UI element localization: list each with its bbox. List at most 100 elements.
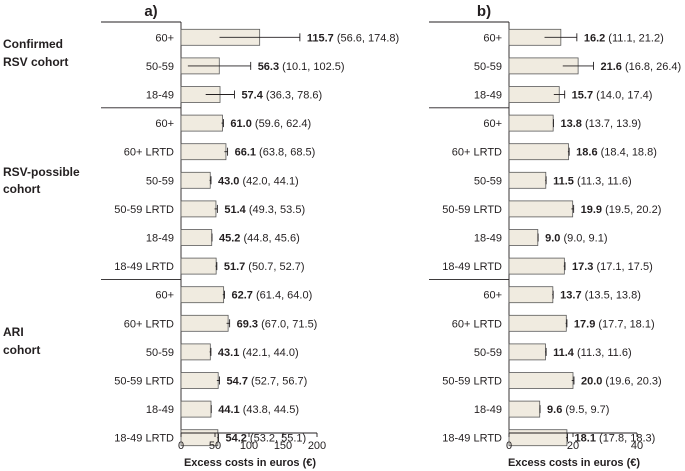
bar [508, 286, 554, 304]
x-tick-label: 150 [274, 440, 292, 452]
data-label-value: 18.1 [575, 433, 596, 445]
data-label-value: 13.8 [560, 118, 581, 130]
data-label-value: 15.7 [572, 90, 593, 102]
data-label-value: 69.3 [237, 318, 258, 330]
data-label: 44.1 (43.8, 44.5) [218, 404, 299, 416]
data-label-value: 43.1 [218, 347, 239, 359]
data-label: 51.7 (50.7, 52.7) [224, 261, 305, 273]
data-label-ci: (52.7, 56.7) [248, 376, 307, 388]
data-label: 17.3 (17.1, 17.5) [572, 261, 653, 273]
x-tick-label: 0 [506, 440, 512, 452]
category-label: 60+ LRTD [124, 318, 174, 330]
data-label-value: 9.0 [545, 233, 560, 245]
data-label-value: 13.7 [560, 290, 581, 302]
data-label-value: 62.7 [232, 290, 253, 302]
category-label: 50-59 LRTD [442, 204, 502, 216]
data-label: 69.3 (67.0, 71.5) [237, 318, 318, 330]
bar [508, 143, 569, 161]
x-axis-title: Excess costs in euros (€) [508, 457, 640, 469]
cohort-label: RSV-possible cohort [3, 165, 80, 196]
data-label-ci: (14.0, 17.4) [593, 90, 652, 102]
cohort-label: Confirmed RSV cohort [3, 37, 68, 69]
bar [180, 257, 217, 275]
data-label-ci: (44.8, 45.6) [240, 233, 299, 245]
category-label: 50-59 LRTD [442, 376, 502, 388]
data-label: 62.7 (61.4, 64.0) [232, 290, 313, 302]
data-label-ci: (9.0, 9.1) [560, 233, 607, 245]
data-label-value: 44.1 [218, 404, 239, 416]
data-label-value: 17.3 [572, 261, 593, 273]
data-label-value: 21.6 [600, 61, 621, 73]
data-label: 51.4 (49.3, 53.5) [224, 204, 305, 216]
cohort-labels: Confirmed RSV cohort RSV-possible cohort ARI… [3, 37, 80, 357]
data-label-ci: (17.8, 18.3) [596, 433, 655, 445]
data-label-value: 51.4 [224, 204, 246, 216]
bar [508, 114, 554, 132]
data-label-ci: (19.6, 20.3) [602, 376, 661, 388]
data-label-ci: (63.8, 68.5) [256, 147, 315, 159]
data-label-value: 54.7 [227, 376, 248, 388]
category-label: 18-49 [146, 90, 174, 102]
data-label: 13.8 (13.7, 13.9) [560, 118, 641, 130]
data-label-ci: (42.0, 44.1) [239, 175, 298, 187]
cohort-label-line: RSV cohort [3, 55, 68, 69]
bar [508, 343, 546, 361]
category-label: 50-59 [474, 61, 502, 73]
data-label: 16.2 (11.1, 21.2) [584, 32, 664, 44]
bar [180, 143, 227, 161]
x-tick-label: 100 [240, 440, 258, 452]
data-label-ci: (13.5, 13.8) [582, 290, 641, 302]
bar [508, 429, 568, 447]
x-tick-label: 0 [178, 440, 184, 452]
category-label: 18-49 [474, 90, 502, 102]
cohort-label-line: cohort [3, 343, 40, 357]
bar [508, 171, 547, 189]
category-label: 50-59 [146, 347, 174, 359]
category-label: 60+ [155, 118, 174, 130]
bar [180, 171, 211, 189]
cohort-label: ARI cohort [3, 325, 40, 357]
data-label: 54.2 (53.2, 55.1) [225, 433, 306, 445]
data-label-value: 57.4 [241, 90, 263, 102]
bar [180, 400, 212, 418]
bar [508, 257, 565, 275]
panel-a-chart: a) 60+ 115.7 (56.6, 174.8) 50-59 56.3 (10.1,… [101, 3, 399, 469]
category-label: 18-49 [146, 404, 174, 416]
data-label-ci: (50.7, 52.7) [245, 261, 304, 273]
bar [508, 400, 541, 418]
cohort-label-line: ARI [3, 325, 24, 339]
data-label-ci: (9.5, 9.7) [562, 404, 609, 416]
category-label: 18-49 LRTD [114, 433, 174, 445]
data-label: 20.0 (19.6, 20.3) [581, 376, 662, 388]
data-label-ci: (43.8, 44.5) [240, 404, 299, 416]
data-label-value: 45.2 [219, 233, 240, 245]
data-label-value: 20.0 [581, 376, 602, 388]
cohort-label-line: Confirmed [3, 37, 63, 51]
data-label-ci: (49.3, 53.5) [246, 204, 305, 216]
data-label-value: 115.7 [307, 32, 334, 44]
data-label: 9.6 (9.5, 9.7) [547, 404, 609, 416]
data-label-value: 51.7 [224, 261, 245, 273]
data-label-value: 16.2 [584, 32, 605, 44]
bar [180, 286, 225, 304]
data-label: 43.1 (42.1, 44.0) [218, 347, 299, 359]
data-label: 54.7 (52.7, 56.7) [227, 376, 308, 388]
category-label: 18-49 [474, 404, 502, 416]
category-label: 50-59 LRTD [114, 376, 174, 388]
data-label-ci: (56.6, 174.8) [334, 32, 399, 44]
data-label-value: 19.9 [581, 204, 602, 216]
bar [180, 114, 223, 132]
category-label: 60+ [155, 290, 174, 302]
data-label-ci: (11.3, 11.6) [574, 175, 632, 187]
data-label-ci: (17.1, 17.5) [593, 261, 652, 273]
x-tick-label: 50 [209, 440, 221, 452]
category-label: 50-59 [474, 347, 502, 359]
panel-label: b) [477, 3, 491, 20]
data-label-ci: (13.7, 13.9) [582, 118, 641, 130]
data-label: 43.0 (42.0, 44.1) [218, 175, 299, 187]
bar [508, 86, 560, 103]
data-label: 18.6 (18.4, 18.8) [576, 147, 657, 159]
data-label-value: 54.2 [225, 433, 246, 445]
bar [180, 372, 219, 389]
data-label-ci: (11.1, 21.2) [605, 32, 664, 44]
